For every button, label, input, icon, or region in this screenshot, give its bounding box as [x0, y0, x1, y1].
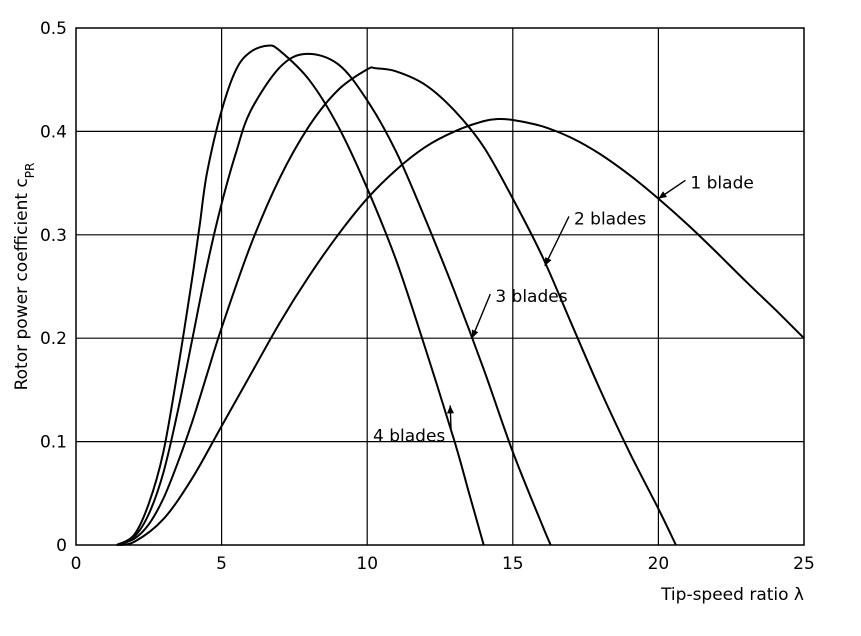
y-tick-label: 0: [56, 536, 67, 556]
curve-label: 3 blades: [495, 287, 567, 307]
y-tick-label: 0.5: [40, 19, 67, 39]
curve-label: 4 blades: [373, 427, 445, 447]
leader-line: [544, 216, 570, 267]
series-layer: [116, 44, 805, 546]
x-tick-label: 10: [356, 554, 378, 574]
series-line-1: [116, 117, 805, 546]
y-axis-title: Rotor power coefficient cPR: [12, 163, 37, 391]
series-line-4: [116, 44, 485, 546]
series-line-2: [116, 66, 677, 546]
x-tick-label: 20: [648, 554, 670, 574]
x-tick-label: 25: [793, 554, 815, 574]
curve-label: 1 blade: [690, 173, 753, 193]
ticks-layer: 0 5 10 15 20 25 0 0.1 0.2 0.3 0.4 0.5: [40, 19, 815, 574]
y-tick-label: 0.3: [40, 226, 67, 246]
x-axis-title: Tip-speed ratio λ: [660, 585, 804, 605]
grid-layer: [76, 28, 804, 545]
leader-arrowhead: [446, 405, 454, 414]
y-tick-label: 0.1: [40, 433, 67, 453]
series-line-3: [116, 52, 552, 546]
leader-arrowhead: [471, 329, 479, 339]
y-tick-label: 0.2: [40, 329, 67, 349]
x-tick-label: 5: [216, 554, 227, 574]
annotation-layer: 1 blade 2 blades 3 blades 4 blades: [373, 173, 754, 446]
x-tick-label: 15: [502, 554, 524, 574]
leader-arrowhead: [544, 257, 552, 266]
y-axis-title-main: Rotor power coefficient c: [12, 178, 32, 390]
y-tick-label: 0.4: [40, 122, 67, 142]
leader-arrowhead: [658, 191, 667, 199]
y-axis-title-subscript: PR: [23, 163, 37, 179]
curve-label: 2 blades: [574, 209, 646, 229]
plot-frame: [75, 27, 805, 546]
x-tick-label: 0: [71, 554, 82, 574]
